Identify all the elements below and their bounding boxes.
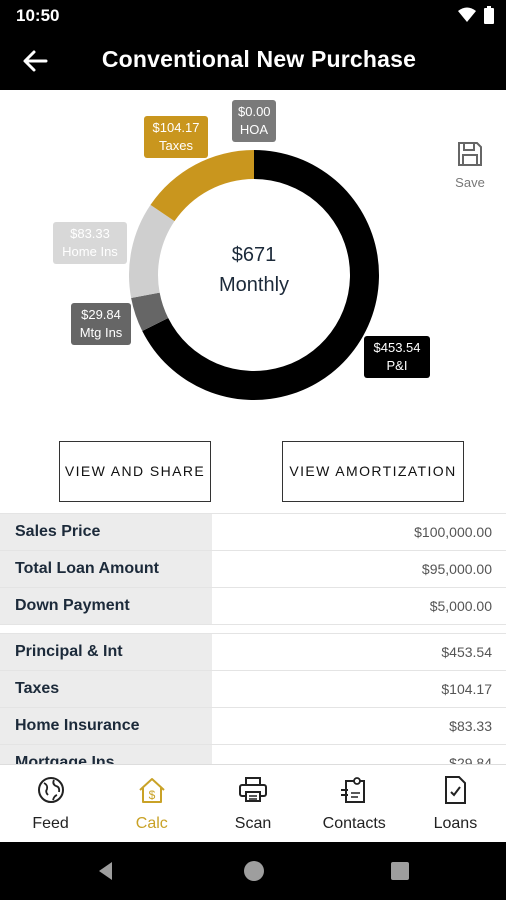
document-check-icon	[445, 776, 467, 804]
printer-icon	[239, 777, 267, 802]
callout-hoa: $0.00 HOA	[232, 100, 276, 142]
callout-taxes: $104.17 Taxes	[144, 116, 208, 158]
back-arrow-icon[interactable]	[20, 46, 50, 76]
table-row: Sales Price $100,000.00	[0, 514, 506, 551]
status-icons	[458, 6, 494, 24]
row-label: Home Insurance	[0, 708, 212, 744]
page-title: Conventional New Purchase	[101, 46, 417, 72]
nav-scan-label: Scan	[234, 815, 272, 832]
chart-center-label: Monthly	[219, 274, 289, 296]
recents-square-icon[interactable]	[390, 861, 410, 881]
status-bar: 10:50	[0, 0, 506, 32]
save-icon	[458, 142, 482, 166]
callout-taxes-value: $104.17	[152, 120, 200, 135]
nav-feed[interactable]: Feed	[0, 765, 101, 842]
row-value: $5,000.00	[429, 598, 492, 614]
donut-chart: $671 Monthly	[129, 150, 379, 400]
row-value: $29.84	[449, 755, 492, 764]
home-circle-icon[interactable]	[241, 858, 267, 884]
view-amortization-button[interactable]: VIEW AMORTIZATION	[282, 441, 464, 502]
monthly-payment-table: Principal & Int $453.54 Taxes $104.17 Ho…	[0, 633, 506, 764]
view-and-share-button[interactable]: VIEW AND SHARE	[59, 441, 211, 502]
callout-home-ins: $83.33 Home Ins	[53, 222, 127, 264]
table-row: Home Insurance $83.33	[0, 708, 506, 745]
battery-icon	[484, 6, 494, 24]
nav-calc-label: Calc	[135, 815, 168, 832]
table-row: Total Loan Amount $95,000.00	[0, 551, 506, 588]
callout-pi-name: P&I	[386, 358, 408, 373]
table-row: Mortgage Ins $29.84	[0, 745, 506, 764]
nav-loans-label: Loans	[433, 815, 478, 832]
save-label: Save	[455, 175, 485, 190]
loan-summary-table: Sales Price $100,000.00 Total Loan Amoun…	[0, 513, 506, 625]
wifi-icon	[458, 7, 476, 22]
callout-mtg-ins: $29.84 Mtg Ins	[71, 303, 131, 345]
callout-pi: $453.54 P&I	[364, 336, 430, 378]
row-value: $83.33	[449, 718, 492, 734]
row-value: $95,000.00	[421, 561, 492, 577]
nav-calc[interactable]: $ Calc	[101, 765, 202, 842]
row-label: Total Loan Amount	[0, 551, 212, 587]
row-value: $453.54	[441, 644, 492, 660]
row-value: $104.17	[441, 681, 492, 697]
callout-hoa-value: $0.00	[238, 104, 271, 119]
nav-feed-label: Feed	[32, 815, 69, 832]
globe-icon	[37, 777, 64, 803]
payment-chart: $671 Monthly	[0, 90, 506, 430]
donut-slice-mtg-ins	[131, 292, 169, 332]
house-dollar-icon: $	[139, 778, 165, 803]
callout-home-ins-name: Home Ins	[62, 244, 118, 259]
chart-center-amount: $671	[232, 244, 277, 266]
nav-contacts-label: Contacts	[322, 815, 386, 832]
donut-slice-home-ins	[129, 204, 175, 299]
save-button[interactable]: Save	[448, 140, 492, 196]
row-label: Sales Price	[0, 514, 212, 550]
callout-taxes-name: Taxes	[159, 138, 193, 153]
nav-contacts[interactable]: Contacts	[304, 765, 405, 842]
contacts-icon	[341, 777, 366, 803]
nav-loans[interactable]: Loans	[405, 765, 506, 842]
table-row: Taxes $104.17	[0, 671, 506, 708]
svg-text:$: $	[148, 788, 155, 802]
system-nav-bar	[0, 842, 506, 900]
row-value: $100,000.00	[414, 524, 492, 540]
app-bar: Conventional New Purchase	[0, 32, 506, 90]
back-triangle-icon[interactable]	[96, 860, 116, 882]
row-label: Taxes	[0, 671, 212, 707]
table-row: Principal & Int $453.54	[0, 634, 506, 671]
callout-mtg-ins-name: Mtg Ins	[79, 325, 123, 340]
status-time: 10:50	[16, 6, 60, 25]
callout-hoa-name: HOA	[239, 122, 269, 137]
callout-home-ins-value: $83.33	[70, 226, 110, 241]
row-label: Principal & Int	[0, 634, 212, 670]
table-row: Down Payment $5,000.00	[0, 588, 506, 625]
row-label: Down Payment	[0, 588, 212, 624]
donut-slice-taxes	[150, 150, 254, 222]
bottom-nav: Feed $ Calc Scan Contacts Loans	[0, 764, 506, 842]
row-label: Mortgage Ins	[0, 745, 212, 764]
nav-scan[interactable]: Scan	[202, 765, 303, 842]
callout-mtg-ins-value: $29.84	[81, 307, 121, 322]
callout-pi-value: $453.54	[373, 340, 421, 355]
